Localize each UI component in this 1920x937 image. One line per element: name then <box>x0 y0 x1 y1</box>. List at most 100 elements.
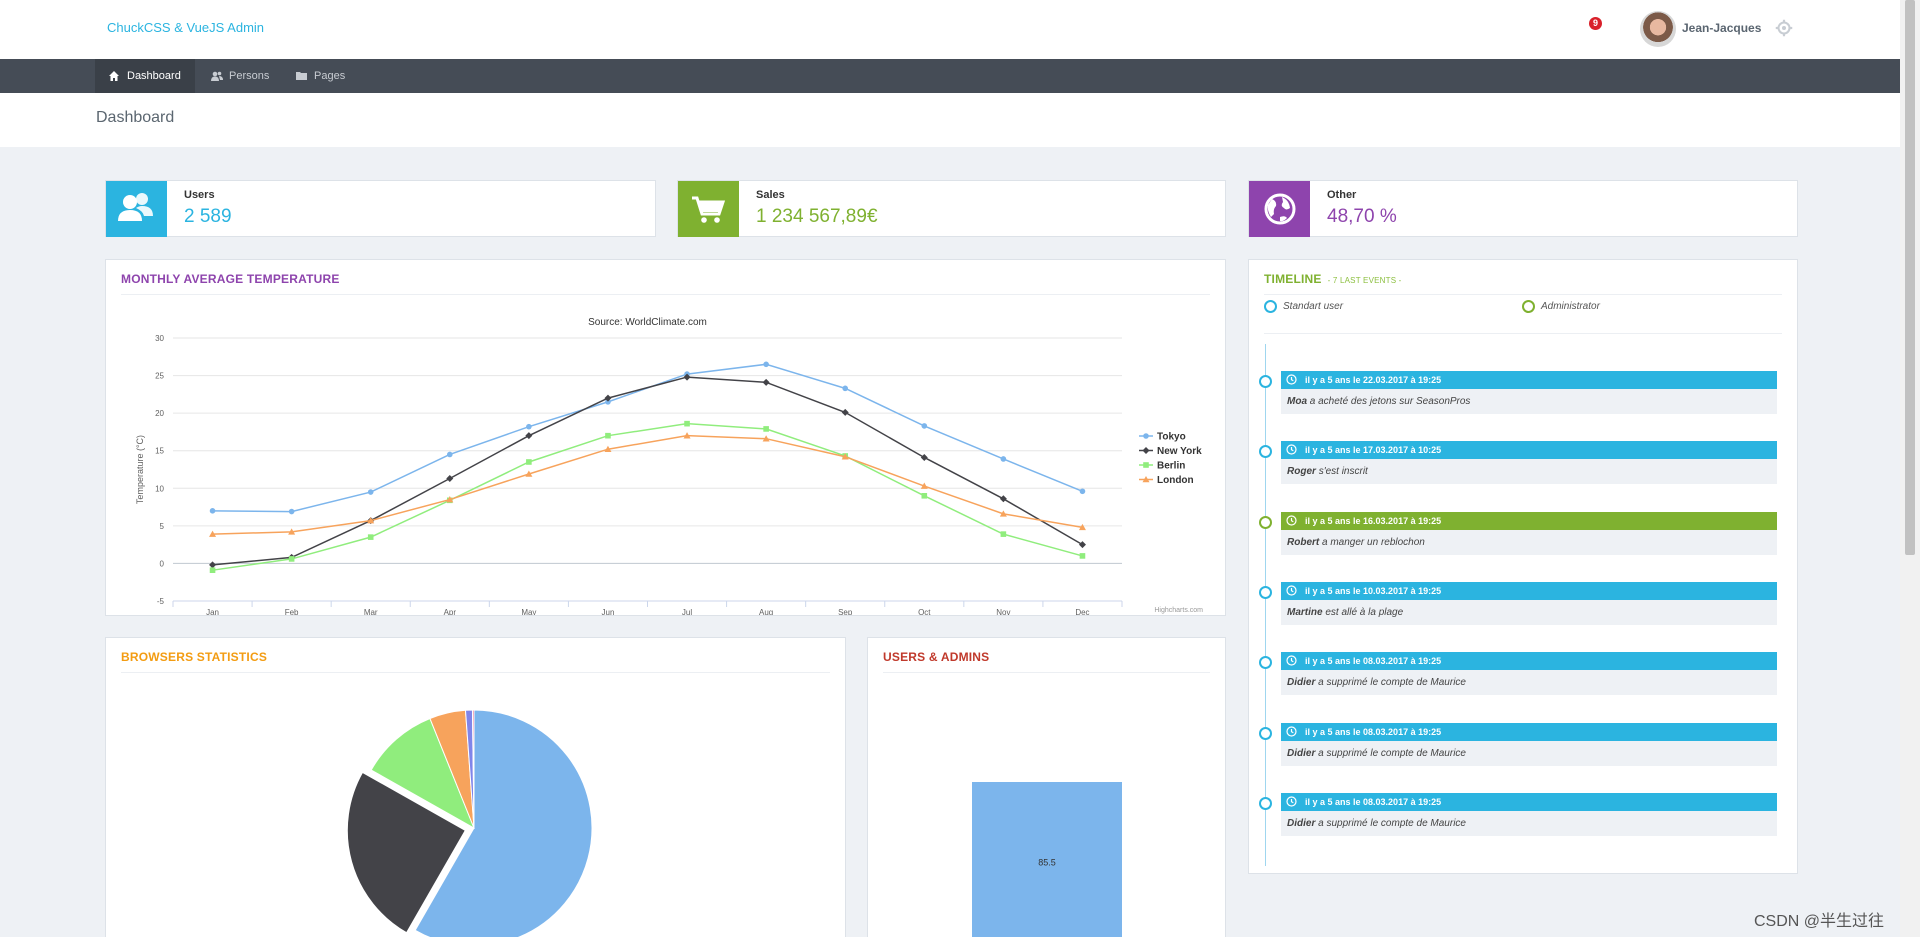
bar-data-label: 85.5 <box>1038 857 1056 867</box>
x-tick-label: Dec <box>1075 608 1089 615</box>
data-point <box>209 561 217 569</box>
event-date-text: il y a 5 ans le 08.03.2017 à 19:25 <box>1305 796 1442 807</box>
stat-label: Other <box>1327 189 1357 201</box>
nav-item-pages[interactable]: Pages <box>282 59 362 93</box>
data-point <box>525 432 533 440</box>
timeline-event[interactable]: il y a 5 ans le 08.03.2017 à 19:25 Didier… <box>1259 792 1777 837</box>
data-point <box>209 567 216 573</box>
nav-item-persons[interactable]: Persons <box>197 59 282 93</box>
card-divider <box>883 672 1210 673</box>
nav-label-dashboard: Dashboard <box>127 70 181 82</box>
stat-sales-icon-box <box>678 181 739 237</box>
event-date-text: il y a 5 ans le 22.03.2017 à 19:25 <box>1305 375 1442 385</box>
clock-icon <box>1286 374 1297 385</box>
data-point <box>1079 488 1086 495</box>
event-date-text: il y a 5 ans le 08.03.2017 à 19:25 <box>1305 726 1442 737</box>
card-title: USERS & ADMINS <box>883 650 990 664</box>
legend-label: Standart user <box>1283 301 1344 313</box>
card-title: TIMELINE - 7 LAST EVENTS - <box>1264 272 1402 286</box>
page-header: Dashboard <box>0 93 1900 147</box>
stat-value: 1 234 567,89€ <box>756 206 878 227</box>
data-point <box>762 435 770 442</box>
watermark: CSDN @半生过往 <box>1754 913 1885 930</box>
x-tick-label: Jul <box>682 608 692 615</box>
x-tick-label: Nov <box>996 608 1010 615</box>
users-admins-chart[interactable]: 85.514.5 <box>868 678 1225 937</box>
y-tick-label: 20 <box>155 409 164 418</box>
data-point <box>525 470 533 477</box>
browsers-pie-chart[interactable] <box>106 678 845 937</box>
event-date: il y a 5 ans le 08.03.2017 à 19:25 <box>1281 652 1777 671</box>
chart-subtitle: Source: WorldClimate.com <box>588 317 707 328</box>
timeline-event[interactable]: il y a 5 ans le 08.03.2017 à 19:25 Didier… <box>1259 722 1777 767</box>
data-point <box>288 556 295 562</box>
timeline-title: TIMELINE <box>1264 272 1322 286</box>
notification-badge[interactable]: 9 <box>1589 17 1602 30</box>
stat-value: 2 589 <box>184 206 232 227</box>
stat-other: Other 48,70 % <box>1248 180 1798 237</box>
legend-label: London <box>1157 475 1194 486</box>
data-point <box>209 530 217 537</box>
legend-label: Tokyo <box>1157 432 1186 443</box>
event-body: Martine est allé à la plage <box>1281 599 1777 625</box>
data-point <box>446 475 454 483</box>
data-point <box>288 528 296 535</box>
timeline-node <box>1259 445 1272 459</box>
nav-label-persons: Persons <box>229 70 270 82</box>
data-point <box>921 423 928 429</box>
x-tick-label: Jun <box>602 608 615 615</box>
data-point <box>841 453 849 460</box>
card-divider <box>121 672 830 673</box>
series-line <box>212 376 1083 566</box>
data-point <box>1142 476 1150 483</box>
data-point <box>999 495 1007 503</box>
data-point <box>920 482 928 489</box>
app-title[interactable]: ChuckCSS & VueJS Admin <box>107 20 265 35</box>
card-divider <box>121 294 1210 295</box>
timeline-event[interactable]: il y a 5 ans le 22.03.2017 à 19:25 Moa a … <box>1259 371 1777 415</box>
timeline-card: TIMELINE - 7 LAST EVENTS - Standart user … <box>1248 259 1798 874</box>
main-nav: Dashboard Persons Pages <box>0 59 1900 93</box>
event-actor: Didier <box>1287 817 1316 829</box>
data-point <box>1078 523 1086 531</box>
x-tick-label: Oct <box>918 608 931 615</box>
event-text: a supprimé le compte de Maurice <box>1318 817 1466 829</box>
event-date: il y a 5 ans le 08.03.2017 à 19:25 <box>1281 792 1777 811</box>
timeline-event[interactable]: il y a 5 ans le 17.03.2017 à 10:25 Roger … <box>1259 441 1777 485</box>
timeline-event[interactable]: il y a 5 ans le 08.03.2017 à 19:25 Didier… <box>1259 652 1777 696</box>
event-body: Didier a supprimé le compte de Maurice <box>1281 810 1777 836</box>
data-point <box>367 534 374 540</box>
timeline-event[interactable]: il y a 5 ans le 10.03.2017 à 19:25 Martin… <box>1259 581 1777 626</box>
pie-slice <box>414 709 593 937</box>
users-icon <box>211 71 223 81</box>
user-name[interactable]: Jean-Jacques <box>1682 21 1762 35</box>
data-point <box>446 451 453 458</box>
scrollbar-thumb[interactable] <box>1905 0 1915 555</box>
avatar[interactable] <box>1640 11 1676 47</box>
y-tick-label: -5 <box>157 597 165 606</box>
timeline-event[interactable]: il y a 5 ans le 16.03.2017 à 19:25 Robert… <box>1259 511 1777 556</box>
nav-item-dashboard[interactable]: Dashboard <box>95 59 195 93</box>
data-point <box>841 408 849 416</box>
legend-standard-user: Standart user <box>1264 300 1343 313</box>
data-point <box>605 399 611 405</box>
circle-icon <box>1264 300 1277 313</box>
y-tick-label: 10 <box>155 484 164 493</box>
temperature-chart[interactable]: Source: WorldClimate.com -5 0 5 10 15 20 25 30 Ja… <box>106 300 1225 615</box>
users-icon <box>118 193 153 221</box>
event-text: est allé à la plage <box>1325 606 1404 618</box>
event-text: a supprimé le compte de Maurice <box>1318 677 1466 689</box>
users-admins-card: USERS & ADMINS 85.514.5 <box>867 637 1226 937</box>
x-tick-label: Aug <box>759 608 773 615</box>
data-point <box>604 394 612 402</box>
event-date-text: il y a 5 ans le 16.03.2017 à 19:25 <box>1305 515 1442 526</box>
gear-icon[interactable] <box>1773 17 1795 39</box>
event-date: il y a 5 ans le 08.03.2017 à 19:25 <box>1281 722 1777 741</box>
clock-icon <box>1286 796 1297 807</box>
legend-item: London <box>1139 475 1194 486</box>
event-actor: Moa <box>1287 396 1307 407</box>
cart-icon <box>692 196 726 223</box>
timeline-node <box>1259 515 1272 529</box>
data-point <box>604 445 612 453</box>
event-text: s'est inscrit <box>1318 466 1368 478</box>
